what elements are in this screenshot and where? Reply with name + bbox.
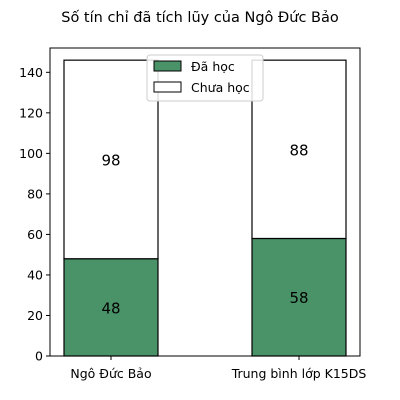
axes-frame	[49, 47, 361, 357]
y-tick-label-5: 100	[19, 146, 43, 161]
chart-title: Số tín chỉ đã tích lũy của Ngô Đức Bảo	[61, 9, 339, 26]
y-tick-label-7: 140	[19, 65, 43, 80]
legend-label-0: Đã học	[191, 59, 235, 74]
data-label-1-1: 88	[289, 141, 308, 159]
y-tick-label-2: 40	[27, 267, 43, 282]
x-tick-label-0: Ngô Đức Bảo	[70, 366, 151, 381]
y-tick-label-6: 120	[19, 105, 43, 120]
data-label-0-0: 48	[101, 299, 120, 317]
bar-remaining-1	[251, 59, 347, 240]
data-label-1-0: 98	[101, 151, 120, 169]
y-tick-label-1: 20	[27, 308, 43, 323]
y-tick-label-3: 60	[27, 227, 43, 242]
y-tick-label-0: 0	[35, 349, 43, 364]
data-label-0-1: 58	[289, 289, 308, 307]
legend-swatch-1	[153, 81, 182, 93]
legend-label-1: Chưa học	[191, 80, 250, 95]
plot-area: 48 98 58 88 0 20 40 60 80 100 120 140 Ngô Đức Bảo Tru…	[19, 47, 367, 381]
y-tick-label-4: 80	[27, 186, 43, 201]
legend-swatch-0	[153, 60, 182, 72]
bar-remaining-0	[63, 59, 159, 260]
bar-done-0	[63, 258, 159, 357]
x-tick-label-1: Trung bình lớp K15DS	[231, 366, 367, 381]
